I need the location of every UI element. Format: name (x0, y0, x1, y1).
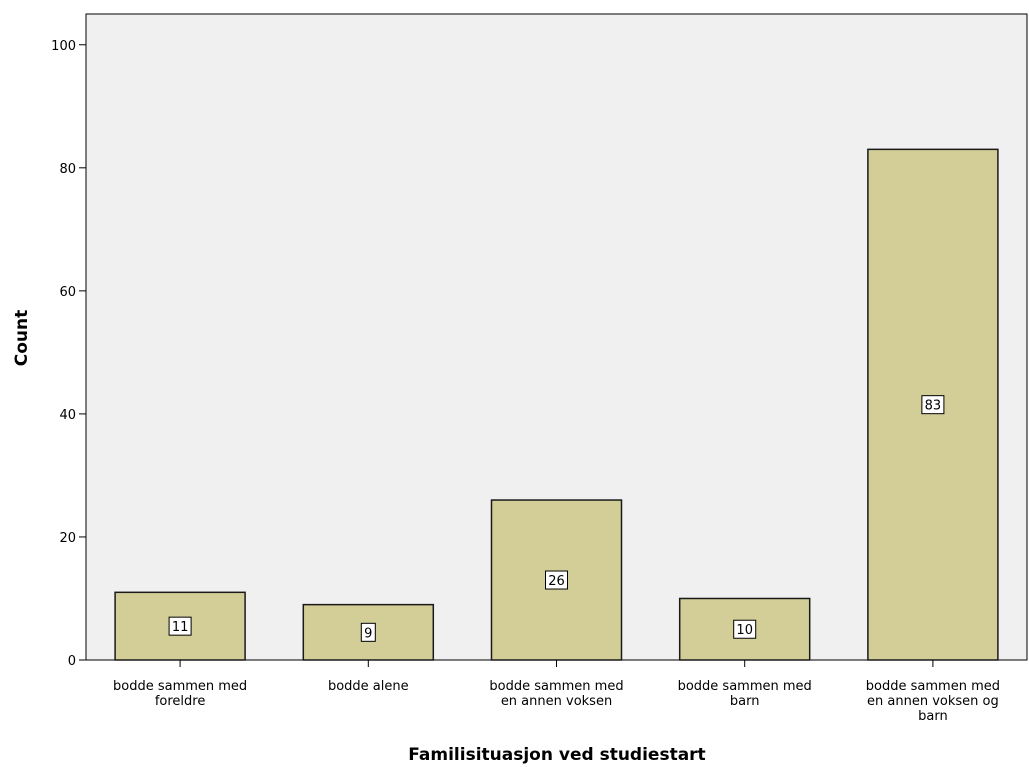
bar-label-box (360, 622, 376, 642)
y-tick-label: 60 (59, 285, 76, 300)
y-tick-label: 80 (59, 162, 76, 177)
y-axis-title: Count (12, 310, 32, 367)
bar-label-box (733, 619, 757, 639)
x-tick-label: bodde sammen med (678, 679, 812, 694)
y-tick-label: 20 (59, 531, 76, 546)
bar-label-box (168, 616, 192, 636)
bar-value-label: 83 (925, 399, 942, 414)
bar-label-box (921, 395, 945, 415)
y-tick-label: 100 (51, 39, 76, 54)
x-tick-label: bodde sammen med (489, 679, 623, 694)
x-tick-label: bodde sammen med (866, 679, 1000, 694)
x-tick-label: en annen voksen og (867, 694, 999, 709)
bar-label-box (545, 570, 568, 590)
bar-value-label: 11 (172, 620, 189, 635)
bar-value-label: 9 (364, 626, 372, 641)
y-axis-ticks: 0 20 40 60 80 100 (51, 39, 86, 669)
x-tick-label: bodde alene (328, 679, 409, 694)
x-tick-label: foreldre (155, 694, 206, 709)
y-tick-label: 0 (68, 654, 76, 669)
bar-value-label: 10 (736, 623, 753, 638)
x-tick-label: barn (730, 694, 760, 709)
y-tick-label: 40 (59, 408, 76, 423)
bar-value-label: 26 (548, 574, 565, 589)
bars: 11 9 26 10 83 (114, 148, 999, 661)
x-tick-label: en annen voksen (501, 694, 612, 709)
x-tick-label: bodde sammen med (113, 679, 247, 694)
x-axis-title: Familisituasjon ved studiestart (408, 745, 705, 765)
x-tick-label: barn (918, 709, 948, 724)
